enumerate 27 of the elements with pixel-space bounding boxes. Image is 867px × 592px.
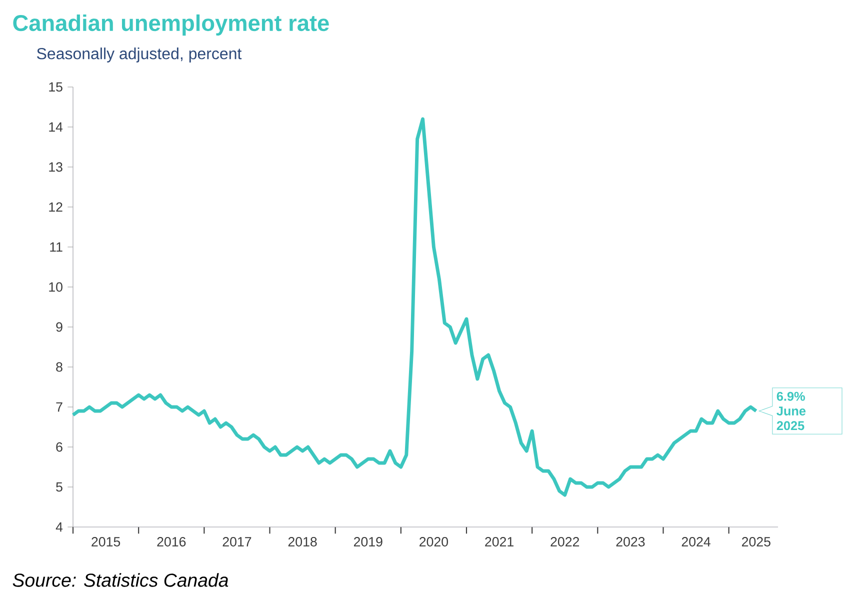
chart-title: Canadian unemployment rate bbox=[13, 14, 329, 36]
y-tick-label: 8 bbox=[56, 362, 62, 372]
x-tick-label: 2023 bbox=[616, 537, 645, 546]
y-tick-label: 12 bbox=[49, 202, 62, 212]
y-tick-label: 4 bbox=[56, 522, 63, 532]
x-tick-label: 2017 bbox=[222, 537, 252, 546]
x-tick-label: 2022 bbox=[550, 537, 580, 546]
x-tick-label: 2018 bbox=[288, 537, 317, 546]
chart-subtitle: Seasonally adjusted, percent bbox=[37, 48, 242, 62]
source-note: Source: Statistics Canada bbox=[12, 573, 228, 587]
y-tick-label: 5 bbox=[56, 482, 62, 492]
x-tick-label: 2016 bbox=[157, 537, 186, 546]
y-tick-label: 10 bbox=[49, 282, 62, 292]
x-tick-label: 2015 bbox=[92, 537, 120, 546]
y-tick-label: 9 bbox=[56, 322, 62, 332]
annotation: 6.9% June 2025 bbox=[776, 392, 806, 430]
x-tick-label: 2020 bbox=[420, 537, 448, 546]
x-tick-label: 2021 bbox=[485, 537, 514, 546]
y-tick-label: 14 bbox=[49, 122, 63, 132]
y-tick-label: 11 bbox=[50, 242, 62, 252]
y-tick-label: 13 bbox=[49, 162, 62, 172]
x-tick-label: 2025 bbox=[742, 537, 770, 546]
y-tick-label: 15 bbox=[49, 82, 62, 92]
x-tick-label: 2024 bbox=[682, 537, 710, 546]
y-tick-label: 7 bbox=[56, 402, 62, 412]
x-tick-label: 2019 bbox=[354, 537, 382, 546]
y-tick-label: 6 bbox=[56, 442, 62, 452]
